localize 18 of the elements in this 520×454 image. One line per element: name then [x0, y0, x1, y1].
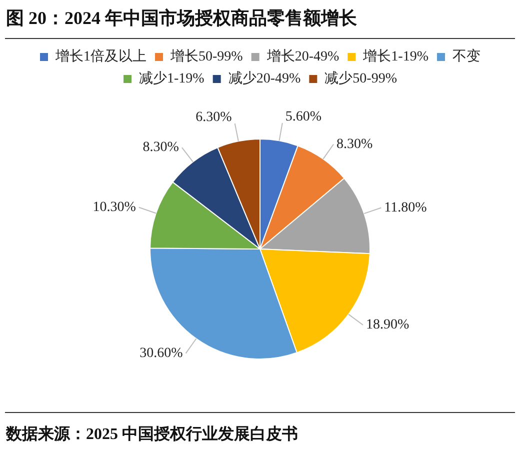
- legend-label: 减少1-19%: [139, 70, 205, 87]
- data-label: 8.30%: [336, 136, 374, 152]
- data-label: 18.90%: [366, 318, 410, 333]
- source-note: 数据来源：2025 中国授权行业发展白皮书: [6, 424, 298, 445]
- data-label: 6.30%: [196, 110, 232, 126]
- legend-label: 增长1倍及以上: [54, 48, 147, 65]
- legend-label: 增长50-99%: [170, 48, 244, 65]
- chart-title: 图 20：2024 年中国市场授权商品零售额增长: [6, 7, 357, 30]
- legend-label: 增长1-19%: [362, 48, 429, 65]
- legend-label: 不变: [452, 48, 480, 65]
- legend-label: 减少50-99%: [324, 70, 398, 87]
- data-label: 8.30%: [142, 140, 180, 156]
- legend-label: 减少20-49%: [228, 70, 301, 87]
- legend-label: 增长20-49%: [266, 48, 340, 65]
- data-label: 10.30%: [92, 200, 136, 216]
- data-label: 11.80%: [384, 200, 428, 216]
- data-label: 30.60%: [140, 346, 184, 361]
- data-label: 5.60%: [285, 110, 322, 125]
